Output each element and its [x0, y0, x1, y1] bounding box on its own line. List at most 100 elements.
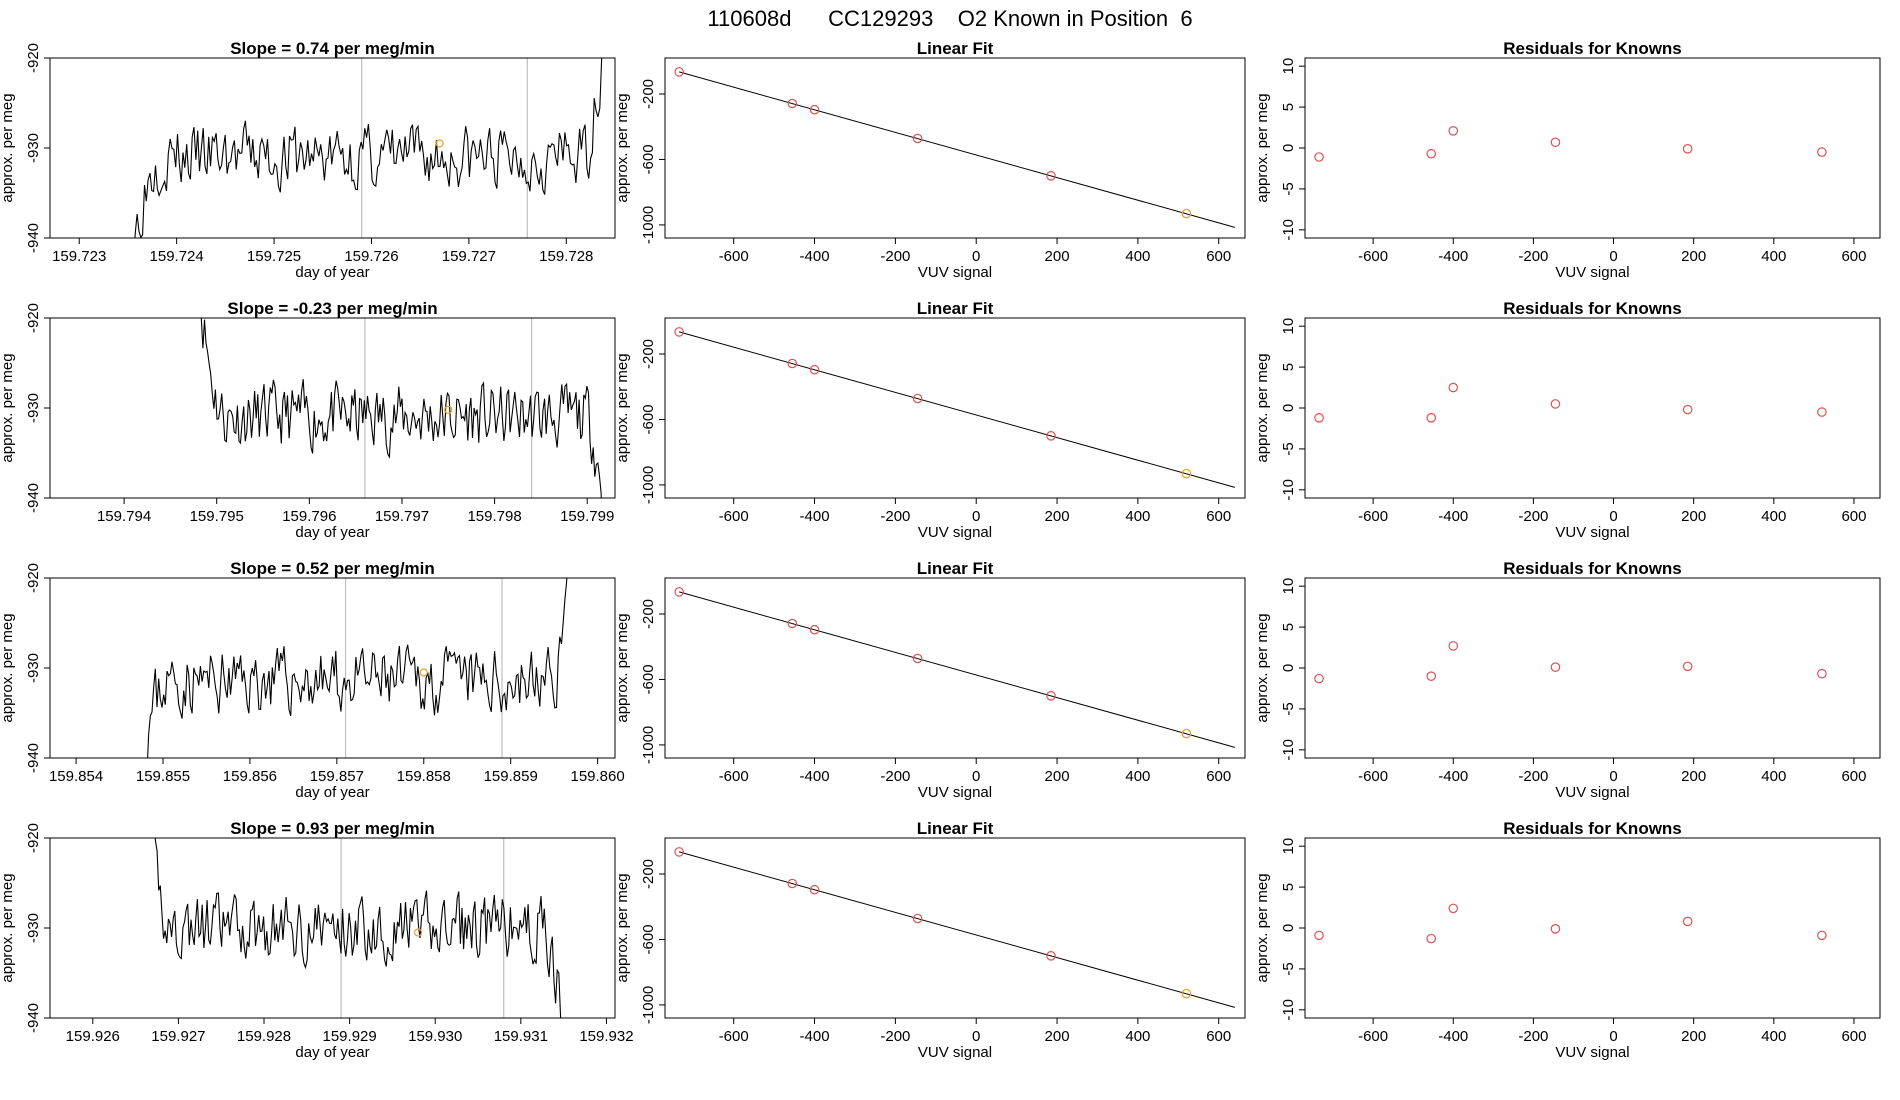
data-point: [1550, 399, 1561, 409]
data-point: [1046, 431, 1056, 441]
x-tick-label: 159.799: [560, 508, 614, 525]
y-tick-label: -10: [1280, 479, 1297, 501]
x-tick-label: 0: [1609, 508, 1617, 525]
x-axis-label: VUV signal: [1555, 784, 1629, 801]
x-tick-label: 600: [1841, 768, 1866, 785]
data-point: [787, 618, 798, 629]
data-point: [1550, 662, 1561, 672]
y-tick-label: 5: [1280, 623, 1297, 631]
x-axis-label: VUV signal: [918, 264, 992, 281]
x-tick-label: 159.794: [97, 508, 151, 525]
plot-frame: [49, 837, 616, 1019]
x-tick-label: -400: [800, 768, 830, 785]
y-axis-label: approx. per meg: [614, 613, 631, 722]
data-point: [809, 884, 820, 895]
chart-title: Residuals for Knowns: [1503, 299, 1682, 318]
x-tick-label: -400: [1438, 248, 1468, 265]
x-tick-label: 159.926: [66, 1028, 120, 1045]
y-tick-label: -10: [1280, 219, 1297, 241]
panel-scatter-3: Residuals for Knowns -600 -400 -200 0 200 400 6…: [1254, 39, 1881, 281]
series-line: [200, 318, 602, 498]
panel-grid: Slope = 0.74 per meg/min 159.723 159.724 15…: [0, 39, 1881, 1061]
chart-title: Linear Fit: [917, 819, 994, 838]
x-tick-label: 200: [1681, 508, 1706, 525]
known-point-marker: [414, 928, 423, 937]
y-tick-label: -940: [25, 223, 42, 253]
x-tick-label: 0: [972, 768, 980, 785]
x-tick-label: 159.856: [223, 768, 277, 785]
y-tick-label: 0: [1280, 664, 1297, 672]
data-point: [1448, 641, 1459, 651]
x-tick-label: -600: [1358, 508, 1388, 525]
y-tick-label: -200: [640, 79, 657, 109]
y-tick-label: -1000: [640, 206, 657, 244]
data-point: [809, 104, 820, 115]
data-point: [787, 98, 798, 109]
x-tick-label: -600: [719, 248, 749, 265]
x-tick-label: 400: [1761, 508, 1786, 525]
x-tick-label: -600: [1358, 1028, 1388, 1045]
x-tick-label: -200: [1518, 768, 1548, 785]
x-tick-label: 400: [1125, 1028, 1150, 1045]
chart-title: Slope = -0.23 per meg/min: [227, 299, 437, 318]
x-tick-label: -400: [1438, 508, 1468, 525]
known-point-marker: [435, 139, 444, 148]
y-tick-label: -1000: [640, 726, 657, 764]
data-point: [1046, 171, 1056, 181]
y-tick-label: -5: [1280, 442, 1297, 455]
plot-frame: [1304, 317, 1881, 499]
panel-scatter-12: Residuals for Knowns -600 -400 -200 0 200 400 6…: [1254, 819, 1881, 1061]
data-point: [809, 624, 820, 635]
x-tick-label: 159.725: [247, 248, 301, 265]
panel-line-1: Slope = 0.74 per meg/min 159.723 159.724 15…: [0, 39, 616, 281]
x-tick-label: 600: [1841, 508, 1866, 525]
data-point: [1817, 147, 1827, 157]
y-axis-label: approx. per meg: [614, 353, 631, 462]
x-tick-label: 0: [972, 508, 980, 525]
x-tick-label: 159.860: [570, 768, 624, 785]
x-tick-label: 200: [1681, 768, 1706, 785]
x-tick-label: 0: [1609, 768, 1617, 785]
series-line: [154, 838, 562, 1018]
data-point: [1426, 671, 1437, 681]
series-line: [134, 58, 603, 238]
x-axis-label: VUV signal: [1555, 524, 1629, 541]
y-tick-label: -1000: [640, 986, 657, 1024]
y-tick-label: 10: [1280, 318, 1297, 335]
x-tick-label: -400: [1438, 768, 1468, 785]
x-tick-label: 600: [1206, 1028, 1231, 1045]
panel-scatter-2: Linear Fit -600 -400 -200 0 200 400 600 VUV sign…: [614, 39, 1246, 281]
y-axis-label: approx. per meg: [1254, 613, 1271, 722]
panel-line-4: Slope = -0.23 per meg/min 159.794 159.795 1…: [0, 299, 616, 541]
x-tick-label: 200: [1681, 248, 1706, 265]
plot-frame: [1304, 837, 1881, 1019]
data-point: [1550, 924, 1561, 934]
x-tick-label: 200: [1045, 248, 1070, 265]
x-tick-label: -600: [719, 508, 749, 525]
x-tick-label: 600: [1206, 768, 1231, 785]
y-tick-label: -5: [1280, 702, 1297, 715]
x-tick-label: 159.932: [579, 1028, 633, 1045]
x-tick-label: 200: [1045, 768, 1070, 785]
x-tick-label: -200: [1518, 248, 1548, 265]
y-axis-label: approx. per meg: [614, 93, 631, 202]
data-point: [1181, 208, 1192, 219]
chart-title: Linear Fit: [917, 559, 994, 578]
x-tick-label: 159.728: [539, 248, 593, 265]
x-tick-label: 159.795: [190, 508, 244, 525]
y-tick-label: -5: [1280, 962, 1297, 975]
x-tick-label: -600: [1358, 248, 1388, 265]
x-tick-label: 159.928: [237, 1028, 291, 1045]
fit-line: [679, 331, 1236, 488]
y-tick-label: 0: [1280, 404, 1297, 412]
y-tick-label: -10: [1280, 999, 1297, 1021]
x-tick-label: -400: [1438, 1028, 1468, 1045]
x-tick-label: 159.859: [484, 768, 538, 785]
x-tick-label: -400: [800, 1028, 830, 1045]
x-tick-label: -600: [719, 768, 749, 785]
chart-title: Slope = 0.93 per meg/min: [230, 819, 435, 838]
x-tick-label: 400: [1761, 248, 1786, 265]
data-point: [1550, 137, 1561, 148]
y-tick-label: 0: [1280, 144, 1297, 152]
